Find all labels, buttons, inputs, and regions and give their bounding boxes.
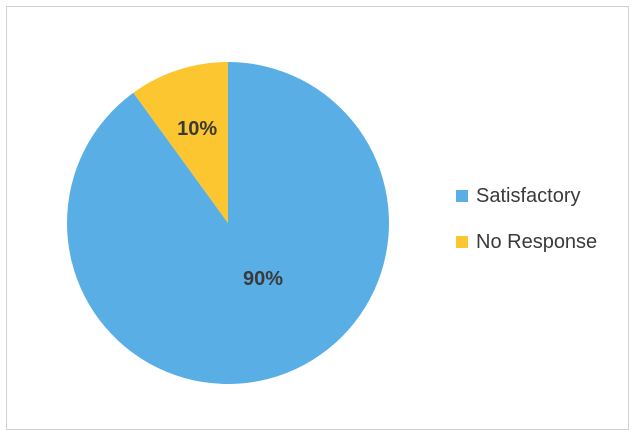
pie-slice-satisfactory — [66, 62, 390, 385]
pie-slice-no-response — [133, 62, 228, 223]
legend-swatch-satisfactory — [456, 190, 468, 202]
legend-label-no-response: No Response — [476, 230, 598, 253]
legend-item-satisfactory: Satisfactory — [456, 184, 597, 208]
data-label-satisfactory: 90% — [243, 268, 283, 290]
legend-swatch-no-response — [456, 236, 468, 248]
legend-item-no-response: No Response — [456, 230, 597, 254]
legend-label-satisfactory: Satisfactory — [476, 184, 581, 207]
data-label-no-response: 10% — [177, 118, 217, 140]
chart-legend: Satisfactory No Response — [456, 184, 597, 276]
